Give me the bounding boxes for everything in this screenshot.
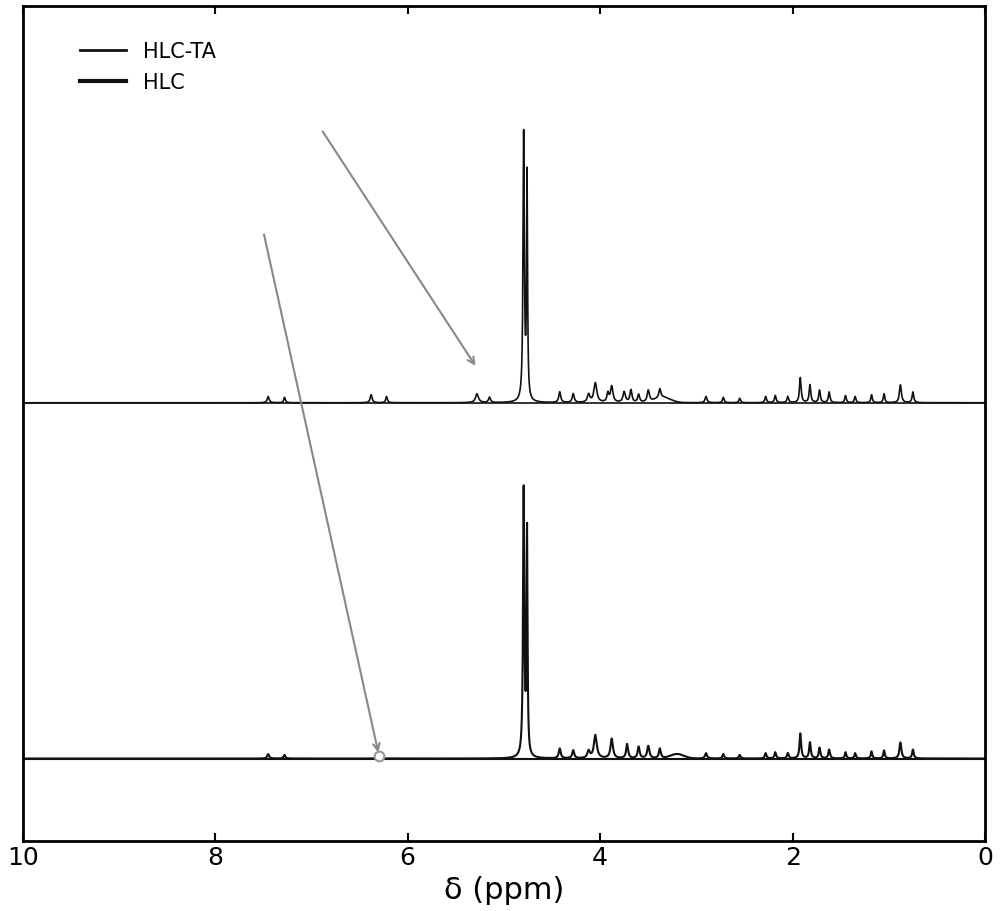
Legend: HLC-TA, HLC: HLC-TA, HLC [72, 34, 224, 101]
X-axis label: δ (ppm): δ (ppm) [444, 875, 564, 904]
